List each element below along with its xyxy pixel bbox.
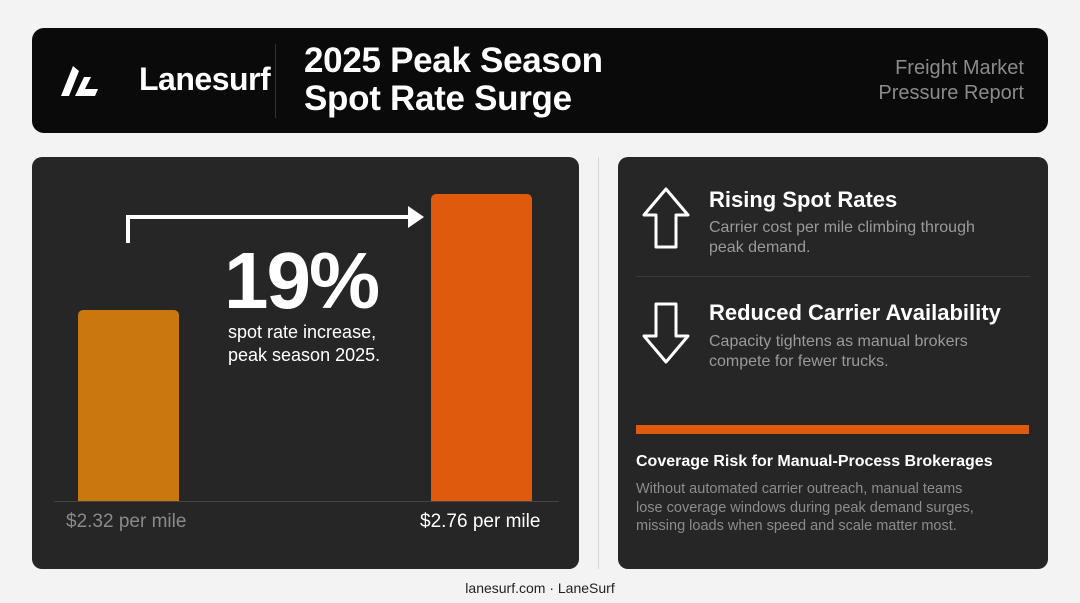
increase-arrow	[126, 206, 424, 243]
title-line-2: Spot Rate Surge	[304, 79, 572, 118]
title-line-1: 2025 Peak Season	[304, 41, 603, 80]
risk-body-line: Without automated carrier outreach, manu…	[636, 481, 963, 497]
page-title: 2025 Peak Season Spot Rate Surge	[304, 42, 603, 118]
header-banner: Lanesurf 2025 Peak Season Spot Rate Surg…	[32, 28, 1048, 133]
arrow-down-icon	[642, 302, 690, 364]
feature-title-rising: Rising Spot Rates	[709, 187, 898, 212]
bar-label-after: $2.76 per mile	[420, 511, 541, 532]
feature-desc-rising: Carrier cost per mile climbing through p…	[709, 218, 1029, 258]
bar-label-before: $2.32 per mile	[66, 511, 187, 532]
arrow-up-icon	[642, 187, 690, 249]
risk-body: Without automated carrier outreach, manu…	[636, 480, 1036, 536]
accent-bar	[636, 425, 1029, 434]
page-subtitle: Freight Market Pressure Report	[878, 56, 1024, 106]
feature-title-availability: Reduced Carrier Availability	[709, 300, 1001, 325]
feature-separator	[636, 276, 1030, 277]
card-divider	[598, 157, 599, 569]
feature-desc-availability: Capacity tightens as manual brokers comp…	[709, 332, 1029, 372]
subtitle-line-1: Freight Market	[895, 57, 1024, 79]
percent-increase: 19%	[224, 236, 380, 325]
feature-desc-line: peak demand.	[709, 239, 811, 256]
lightning-bolt-icon	[61, 66, 98, 96]
percent-caption: spot rate increase, peak season 2025.	[228, 321, 380, 367]
risk-body-line: lose coverage windows during peak demand…	[636, 499, 974, 516]
feature-desc-line: compete for fewer trucks.	[709, 353, 889, 370]
footer-credit: lanesurf.com · LaneSurf	[465, 580, 615, 596]
subtitle-line-2: Pressure Report	[878, 82, 1024, 104]
bar-after	[431, 194, 532, 501]
risk-title: Coverage Risk for Manual-Process Brokera…	[636, 453, 993, 470]
rate-chart-card: $2.32 per mile $2.76 per mile 19% spot r…	[32, 157, 579, 569]
risk-body-line: missing loads when speed and scale matte…	[636, 518, 957, 534]
feature-desc-line: Carrier cost per mile climbing through	[709, 219, 975, 236]
brand-name: Lanesurf	[139, 61, 271, 97]
chart-baseline	[54, 501, 559, 502]
header-divider	[275, 44, 276, 118]
bar-before	[78, 310, 179, 501]
caption-line-2: peak season 2025.	[228, 345, 381, 365]
caption-line-1: spot rate increase,	[228, 322, 377, 342]
feature-desc-line: Capacity tightens as manual brokers	[709, 333, 968, 350]
market-factors-card: Rising Spot Rates Carrier cost per mile …	[618, 157, 1048, 569]
